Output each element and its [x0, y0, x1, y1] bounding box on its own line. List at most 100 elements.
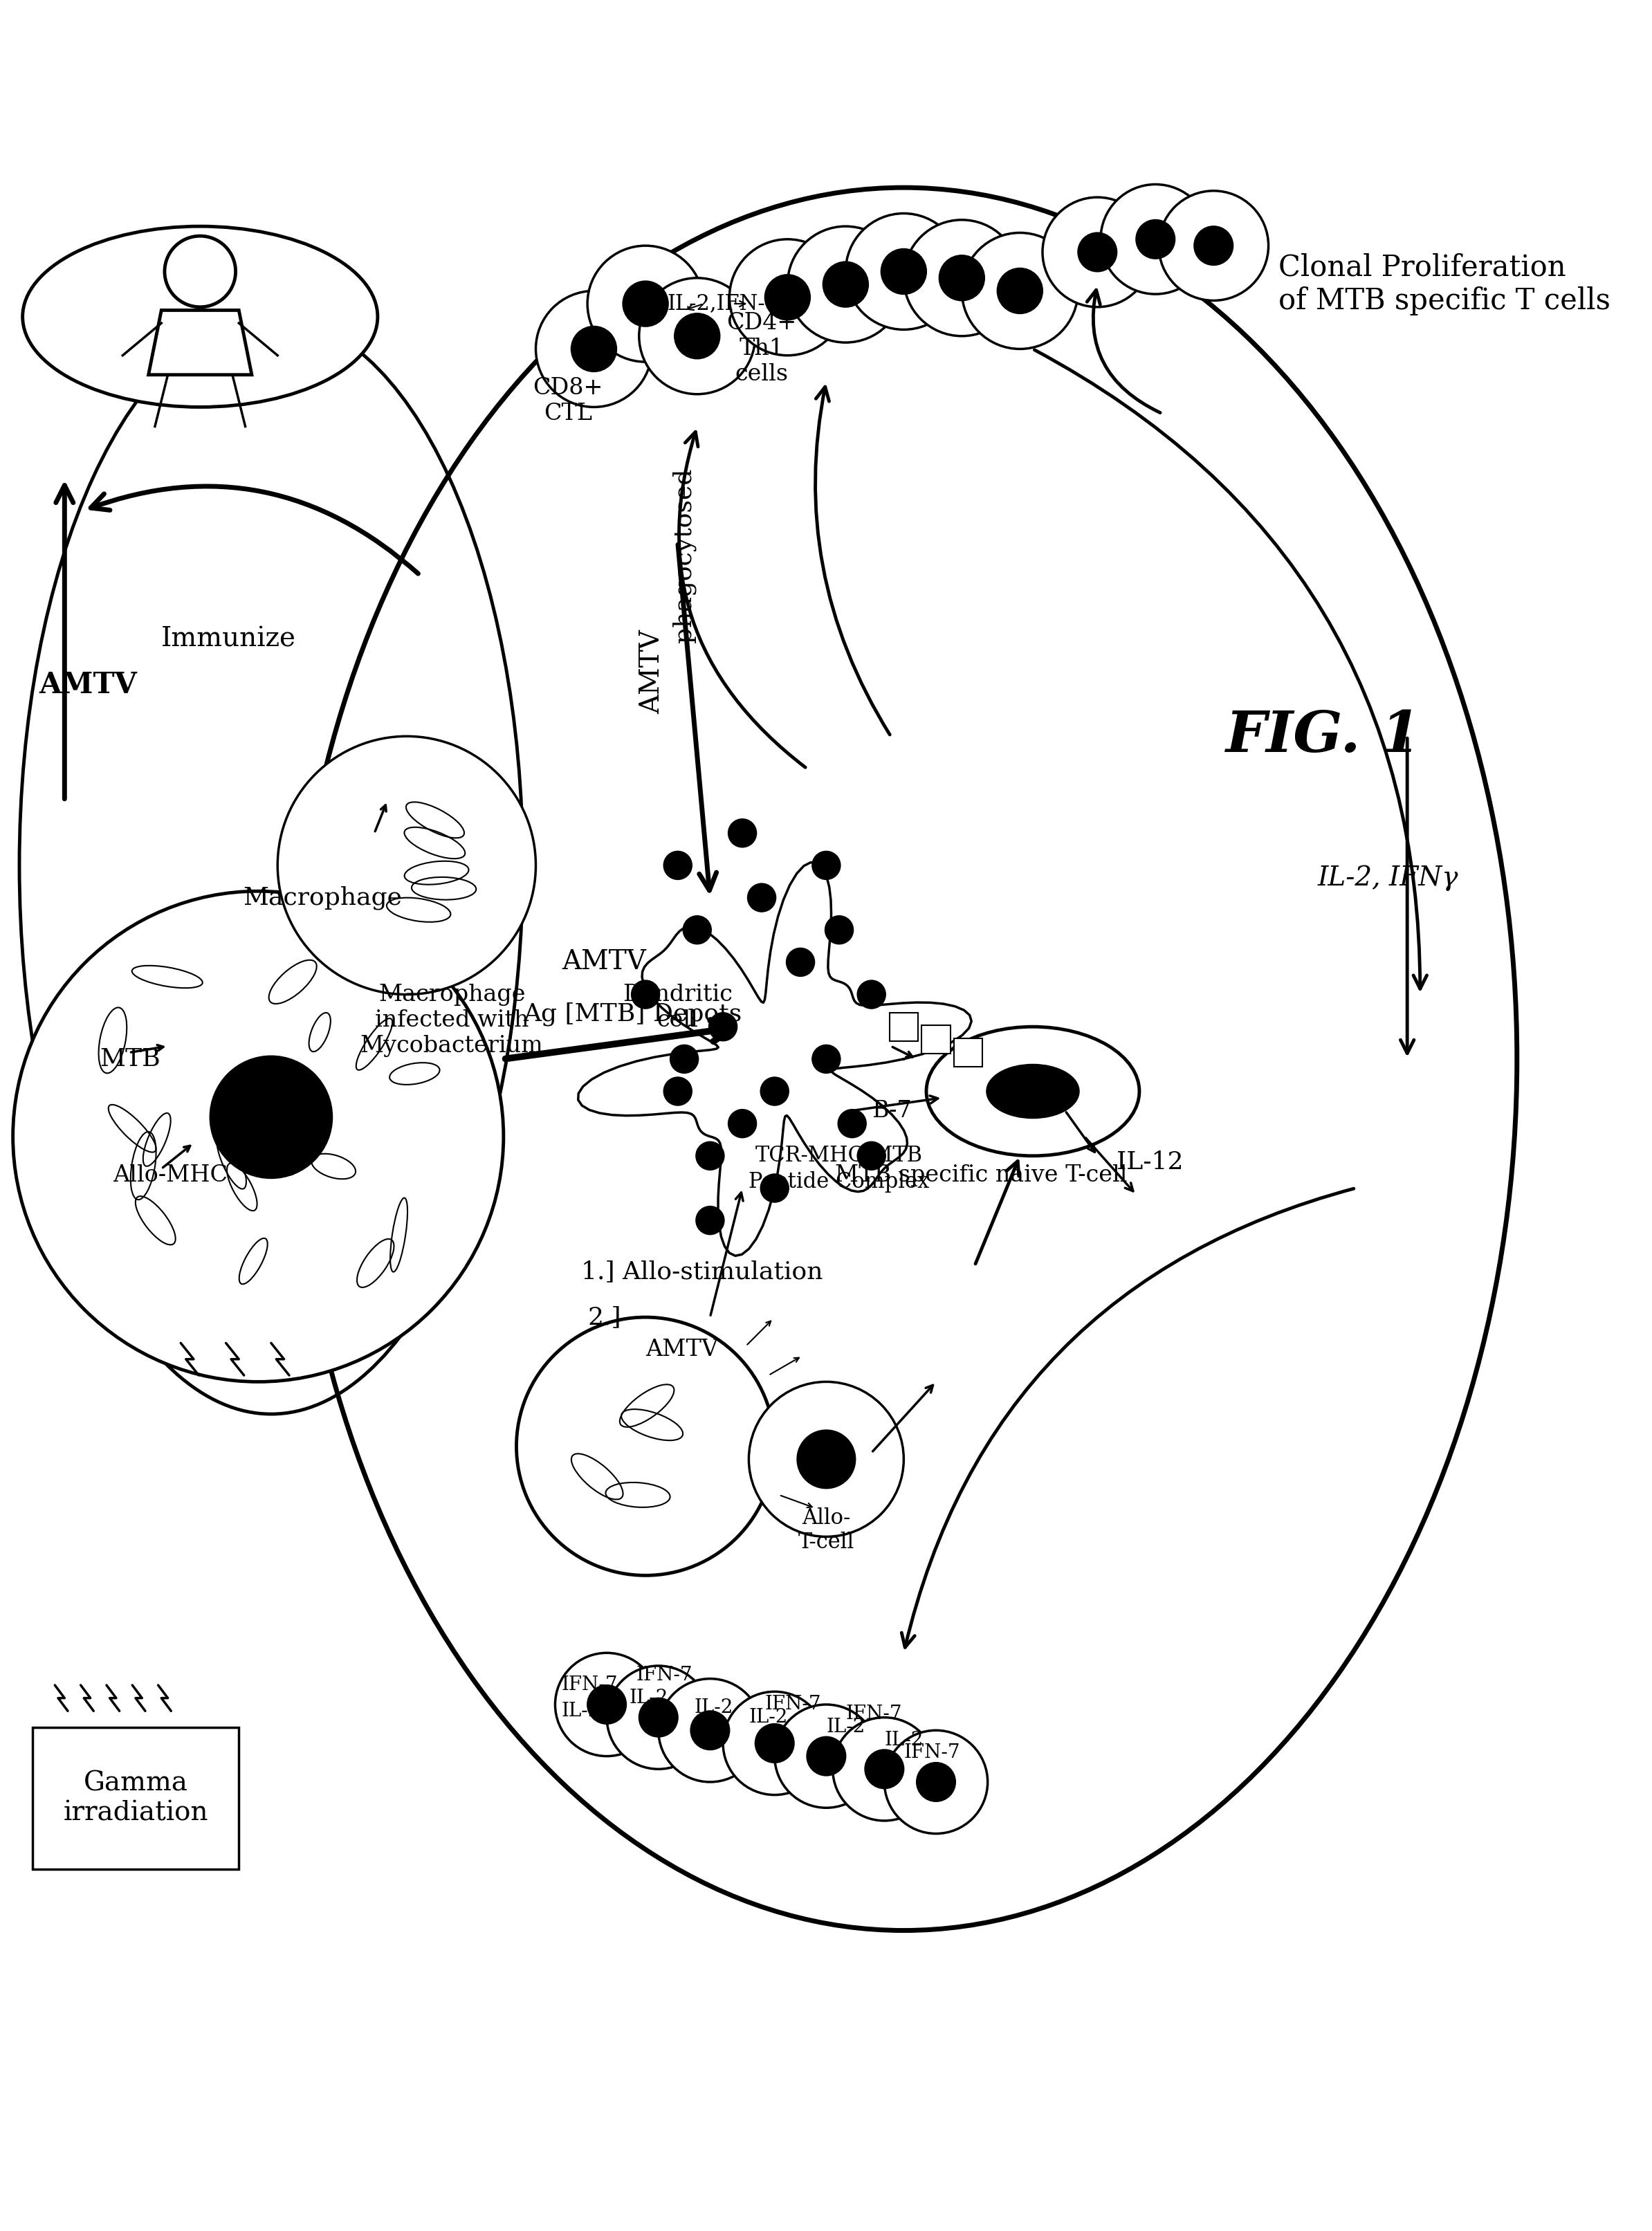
Ellipse shape — [23, 225, 378, 406]
Text: IL-2: IL-2 — [826, 1718, 866, 1736]
Circle shape — [639, 279, 755, 395]
Text: phagocytosed: phagocytosed — [672, 469, 695, 643]
Circle shape — [857, 1142, 885, 1169]
Circle shape — [838, 1109, 866, 1138]
Circle shape — [775, 1704, 877, 1807]
Circle shape — [691, 1711, 730, 1749]
Text: Clonal Proliferation
of MTB specific T cells: Clonal Proliferation of MTB specific T c… — [1279, 252, 1611, 317]
Text: Peptide Complex: Peptide Complex — [748, 1171, 930, 1191]
Circle shape — [857, 979, 885, 1008]
Text: AMTV: AMTV — [562, 950, 646, 975]
Circle shape — [806, 1736, 846, 1776]
Circle shape — [695, 1142, 724, 1169]
Circle shape — [555, 1653, 659, 1756]
Text: IFN-7: IFN-7 — [636, 1667, 692, 1684]
Circle shape — [998, 268, 1042, 315]
Circle shape — [729, 1109, 757, 1138]
Text: Macrophage: Macrophage — [243, 886, 403, 910]
Text: FIG. 1: FIG. 1 — [1226, 709, 1421, 763]
Text: IFN-7: IFN-7 — [846, 1704, 902, 1725]
Circle shape — [940, 254, 985, 301]
Text: AMTV: AMTV — [38, 669, 137, 698]
Circle shape — [631, 979, 659, 1008]
Circle shape — [1100, 185, 1211, 294]
Text: TCR-MHC-MTB: TCR-MHC-MTB — [755, 1145, 923, 1167]
Text: IL-12: IL-12 — [1117, 1151, 1183, 1174]
FancyBboxPatch shape — [33, 1727, 240, 1870]
Circle shape — [13, 890, 504, 1381]
Ellipse shape — [988, 1066, 1079, 1118]
Text: 2.]: 2.] — [588, 1305, 621, 1330]
Text: IL-2, IFNγ: IL-2, IFNγ — [1317, 866, 1459, 890]
Circle shape — [1042, 196, 1151, 308]
Text: AMTV: AMTV — [639, 629, 664, 714]
Circle shape — [748, 1381, 904, 1537]
Circle shape — [588, 1684, 626, 1725]
Circle shape — [572, 326, 616, 373]
Circle shape — [1194, 225, 1232, 265]
Text: IL-2,IFN-7: IL-2,IFN-7 — [667, 292, 778, 315]
Text: Dendritic
cell: Dendritic cell — [623, 984, 733, 1031]
Circle shape — [881, 250, 927, 294]
Text: CD8+
CTL: CD8+ CTL — [534, 377, 603, 424]
Circle shape — [760, 1174, 788, 1203]
Text: Ag [MTB] Depots: Ag [MTB] Depots — [524, 1002, 742, 1026]
Text: B-7: B-7 — [872, 1100, 912, 1122]
Circle shape — [760, 1078, 788, 1107]
Circle shape — [588, 245, 704, 361]
Circle shape — [904, 221, 1019, 337]
Circle shape — [729, 819, 757, 848]
Circle shape — [535, 290, 653, 406]
Text: CD4+
Th1
cells: CD4+ Th1 cells — [727, 312, 796, 386]
FancyBboxPatch shape — [922, 1026, 950, 1053]
Circle shape — [664, 852, 692, 879]
Circle shape — [765, 274, 809, 319]
Text: Gamma
irradiation: Gamma irradiation — [63, 1771, 208, 1825]
Circle shape — [788, 225, 904, 344]
Circle shape — [639, 1698, 677, 1736]
Circle shape — [1079, 232, 1117, 272]
Text: 1.] Allo-stimulation: 1.] Allo-stimulation — [582, 1261, 823, 1283]
Circle shape — [884, 1731, 988, 1834]
Text: AMTV: AMTV — [646, 1339, 719, 1361]
Circle shape — [730, 239, 846, 355]
Circle shape — [786, 948, 814, 977]
Circle shape — [1158, 192, 1269, 301]
Circle shape — [606, 1667, 710, 1769]
Circle shape — [695, 1207, 724, 1234]
FancyBboxPatch shape — [955, 1037, 983, 1066]
Circle shape — [682, 915, 712, 944]
Circle shape — [813, 852, 841, 879]
Text: IL-2: IL-2 — [562, 1702, 601, 1720]
Text: IL-2: IL-2 — [694, 1698, 733, 1718]
Circle shape — [813, 1044, 841, 1073]
FancyBboxPatch shape — [889, 1013, 919, 1042]
Text: MTB: MTB — [101, 1046, 160, 1071]
Text: MTB specific naive T-cell: MTB specific naive T-cell — [834, 1165, 1127, 1187]
Circle shape — [824, 915, 854, 944]
Circle shape — [866, 1749, 904, 1789]
Circle shape — [517, 1316, 775, 1575]
Circle shape — [664, 1078, 692, 1107]
Text: Macrophage
infected with
Mycobacterium: Macrophage infected with Mycobacterium — [360, 984, 544, 1057]
Circle shape — [798, 1430, 856, 1488]
Circle shape — [1137, 221, 1175, 259]
Circle shape — [823, 261, 869, 308]
Circle shape — [623, 281, 667, 326]
Text: IFN-7: IFN-7 — [765, 1696, 821, 1713]
Ellipse shape — [927, 1026, 1140, 1156]
Circle shape — [671, 1044, 699, 1073]
Text: Immunize: Immunize — [162, 627, 296, 651]
Circle shape — [917, 1762, 955, 1800]
Text: IL-2: IL-2 — [629, 1689, 669, 1707]
Circle shape — [755, 1725, 795, 1762]
Circle shape — [747, 883, 776, 912]
Circle shape — [659, 1678, 762, 1783]
Text: IFN-7: IFN-7 — [562, 1675, 618, 1696]
Text: IFN-7: IFN-7 — [904, 1745, 960, 1762]
Circle shape — [833, 1718, 937, 1820]
Circle shape — [846, 214, 961, 330]
Text: IL-2: IL-2 — [748, 1709, 788, 1727]
Text: Allo-MHC: Allo-MHC — [112, 1165, 228, 1187]
Circle shape — [210, 1055, 332, 1178]
